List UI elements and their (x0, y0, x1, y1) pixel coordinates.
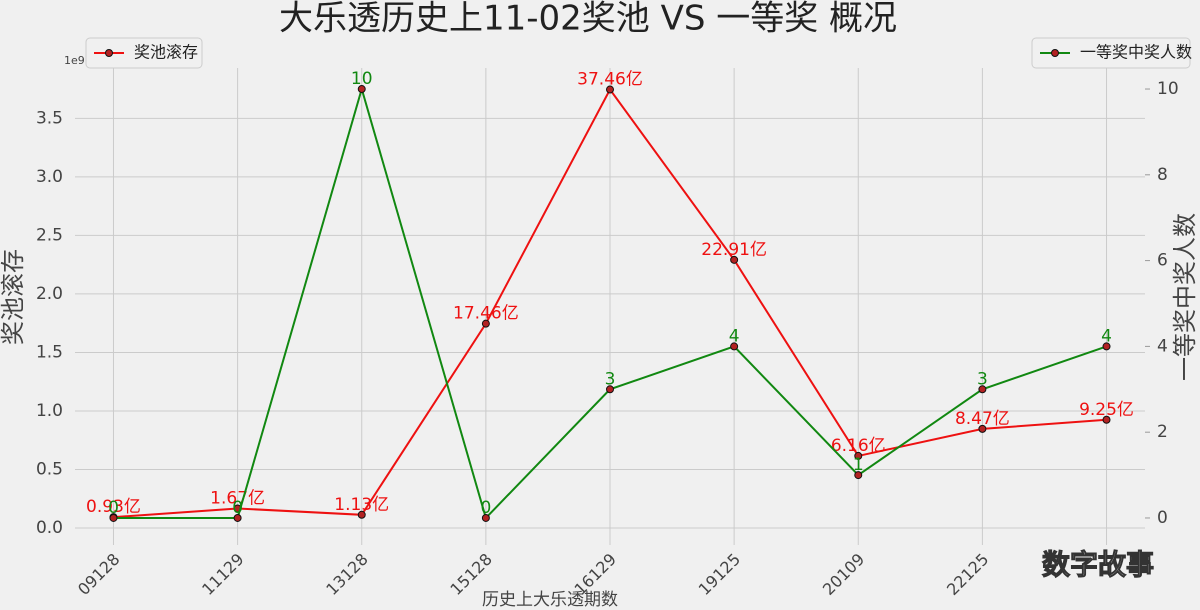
point (233, 513, 242, 522)
point (1102, 342, 1111, 351)
data-label: 4 (729, 326, 740, 346)
data-label: 1.67亿 (210, 488, 265, 508)
y-tick-label: 3.5 (36, 108, 63, 128)
data-label: 17.46亿 (453, 304, 519, 324)
data-label: 0 (232, 498, 243, 518)
point (481, 513, 490, 522)
x-tick-label: 19125 (695, 550, 744, 599)
y-tick-label: 2.5 (36, 225, 63, 245)
y-tick-label: 3.0 (36, 167, 63, 187)
y-tick-label: 1.0 (36, 401, 63, 421)
data-label: 37.46亿 (577, 70, 643, 90)
legend: 奖池滚存 (85, 37, 203, 69)
x-tick-label: 13128 (322, 550, 371, 599)
y2-tick-label: 0 (1157, 508, 1168, 528)
data-label: 9.25亿 (1079, 400, 1134, 420)
legend-label: 一等奖中奖人数 (1080, 43, 1192, 62)
y2-tick-label: 8 (1157, 165, 1168, 185)
point (606, 385, 614, 394)
data-label: 1 (853, 455, 864, 475)
y2-tick-label: 6 (1157, 251, 1168, 271)
point (1102, 415, 1111, 424)
data-label: 1.13亿 (334, 495, 389, 515)
point (481, 319, 490, 328)
point (730, 255, 739, 264)
x-tick-label: 22125 (943, 550, 992, 599)
legend-marker (105, 49, 113, 57)
y-tick-label: 0.0 (36, 518, 63, 538)
y-tick-label: 2.0 (36, 284, 63, 304)
data-label: 0 (480, 498, 491, 518)
legend-box (85, 37, 203, 69)
y-tick-label: 1.5 (36, 342, 63, 362)
data-label: 6.16亿 (831, 436, 886, 456)
x-tick-label: 20109 (819, 550, 868, 599)
legend-marker (1051, 49, 1059, 57)
data-label: 4 (1101, 326, 1112, 346)
legend: 一等奖中奖人数 (1031, 37, 1192, 69)
watermark: 数字故事 (1042, 548, 1154, 581)
data-label: 0.93亿 (86, 497, 141, 517)
x-tick-label: 11129 (198, 550, 247, 599)
point (854, 471, 863, 480)
y2-axis-label: 一等奖中奖人数 (1171, 213, 1199, 381)
data-label: 0 (108, 498, 119, 518)
point (606, 85, 614, 94)
chart-title: 大乐透历史上11-02奖池 VS 一等奖 概况 (279, 0, 897, 39)
legend-box (1031, 37, 1191, 69)
point (730, 342, 739, 351)
data-label: 10 (351, 69, 373, 89)
data-label: 8.47亿 (955, 409, 1010, 429)
data-label: 22.91亿 (701, 240, 767, 260)
y-offset-label: 1e9 (64, 54, 85, 67)
y2-tick-label: 10 (1157, 79, 1179, 99)
x-axis-label: 历史上大乐透期数 (482, 590, 618, 610)
legend-label: 奖池滚存 (134, 43, 198, 62)
point (357, 510, 366, 519)
y-axis-label: 奖池滚存 (0, 249, 27, 345)
point (978, 424, 987, 433)
y2-tick-label: 2 (1157, 422, 1168, 442)
data-label: 3 (977, 369, 988, 389)
y-tick-label: 0.5 (36, 459, 63, 479)
point (109, 513, 118, 522)
point (854, 451, 863, 460)
point (357, 85, 366, 94)
y2-tick-label: 4 (1157, 336, 1168, 356)
data-label: 3 (605, 369, 616, 389)
x-tick-label: 09128 (74, 550, 123, 599)
point (978, 385, 987, 394)
